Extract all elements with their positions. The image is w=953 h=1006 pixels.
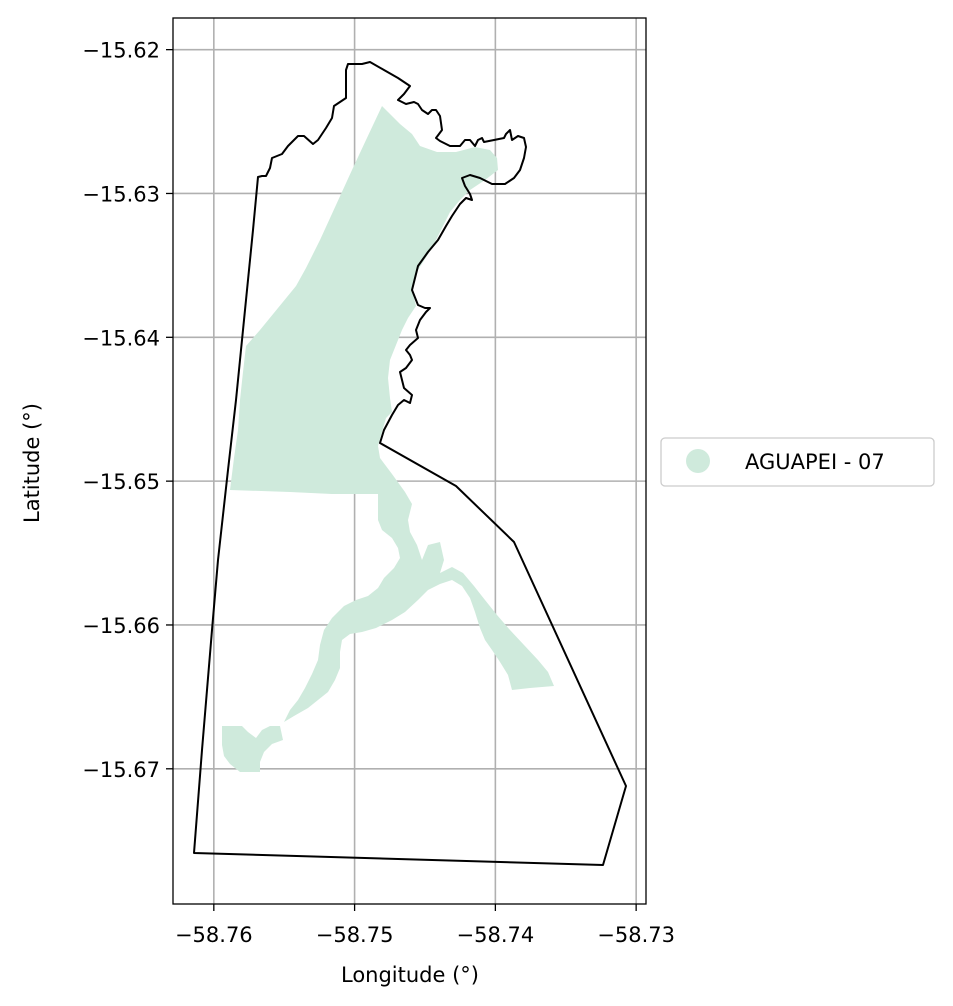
x-tick-label: −58.73	[597, 923, 675, 947]
x-tick-label: −58.76	[175, 923, 253, 947]
y-tick-label: −15.65	[82, 470, 160, 494]
y-tick-label: −15.64	[82, 326, 160, 350]
y-tick-label: −15.66	[82, 614, 160, 638]
legend-label: AGUAPEI - 07	[745, 450, 885, 474]
x-tick-label: −58.75	[316, 923, 394, 947]
boundary-outline	[193, 61, 627, 866]
x-tick-label: −58.74	[457, 923, 535, 947]
y-axis-label: Latitude (°)	[20, 403, 44, 523]
x-axis-label: Longitude (°)	[341, 963, 479, 987]
aguapei-07-region	[222, 106, 554, 772]
y-tick-label: −15.62	[82, 39, 160, 63]
legend-marker	[686, 449, 710, 473]
y-axis-ticks: −15.62 −15.63 −15.64 −15.65 −15.66 −15.67	[82, 39, 173, 782]
x-axis-ticks: −58.76 −58.75 −58.74 −58.73	[175, 904, 675, 947]
y-tick-label: −15.67	[82, 758, 160, 782]
legend-box	[660, 437, 935, 487]
axes-frame	[172, 17, 647, 905]
aguapei-07-region-main	[230, 106, 554, 722]
aguapei-07-region-islet	[222, 726, 283, 772]
legend: AGUAPEI - 07	[660, 437, 935, 487]
y-tick-label: −15.63	[82, 182, 160, 206]
